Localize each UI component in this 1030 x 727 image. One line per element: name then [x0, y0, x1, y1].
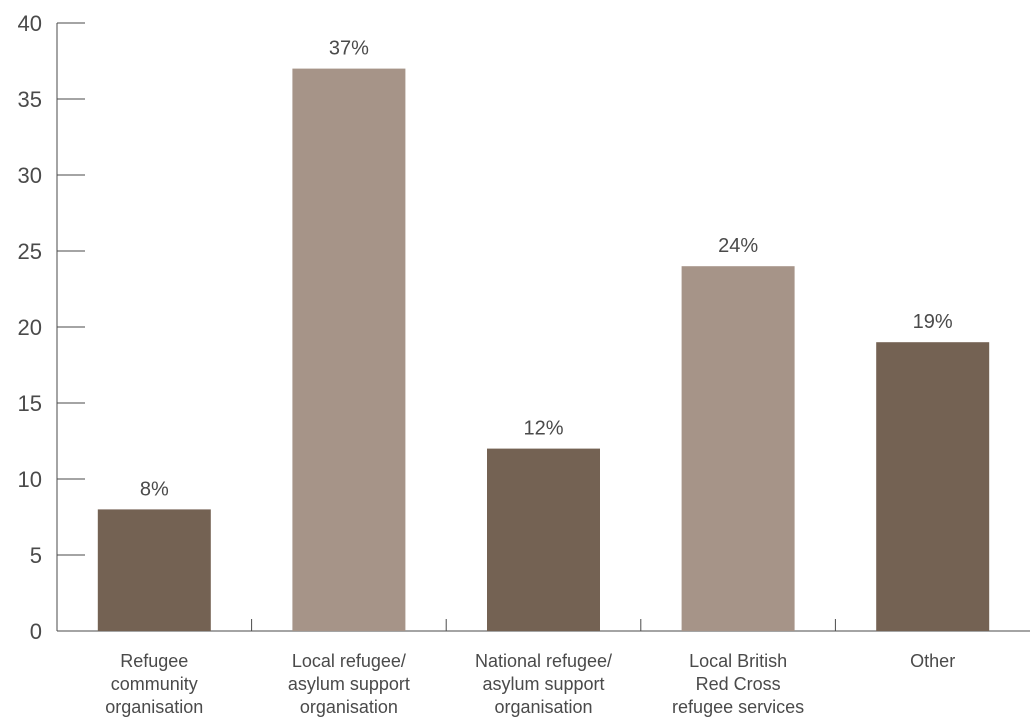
data-label: 24%: [718, 235, 758, 257]
category-label: refugee services: [672, 697, 804, 717]
y-tick-label: 25: [18, 239, 42, 264]
y-tick-label: 0: [30, 619, 42, 644]
y-tick-label: 10: [18, 467, 42, 492]
y-tick-label: 35: [18, 87, 42, 112]
data-label: 12%: [523, 418, 563, 440]
category-label: Local refugee/: [292, 651, 406, 671]
category-labels: Refugee community organisation Local refuge…: [105, 651, 955, 717]
category-label: asylum support: [482, 674, 604, 694]
data-label: 19%: [913, 311, 953, 333]
category-label: organisation: [494, 697, 592, 717]
bar: [681, 266, 795, 631]
data-label: 8%: [140, 478, 169, 500]
bars: [97, 68, 990, 632]
category-label: community: [111, 674, 198, 694]
category-label: Local British: [689, 651, 787, 671]
category-label: Other: [910, 651, 955, 671]
y-tick-label: 40: [18, 11, 42, 36]
category-label: National refugee/: [475, 651, 612, 671]
bar: [876, 342, 990, 631]
bar: [292, 68, 406, 632]
data-label: 37%: [329, 38, 369, 60]
y-tick-label: 15: [18, 391, 42, 416]
category-label: organisation: [300, 697, 398, 717]
bar: [487, 448, 600, 631]
y-axis: 0 5 10 15 20 25 30 35 40: [18, 11, 85, 644]
y-tick-label: 20: [18, 315, 42, 340]
category-label: Red Cross: [696, 674, 781, 694]
category-label: asylum support: [288, 674, 410, 694]
bar: [97, 509, 211, 631]
category-label: organisation: [105, 697, 203, 717]
y-tick-label: 5: [30, 543, 42, 568]
category-label: Refugee: [120, 651, 188, 671]
data-labels: 8% 37% 12% 24% 19%: [140, 38, 953, 501]
y-tick-label: 30: [18, 163, 42, 188]
